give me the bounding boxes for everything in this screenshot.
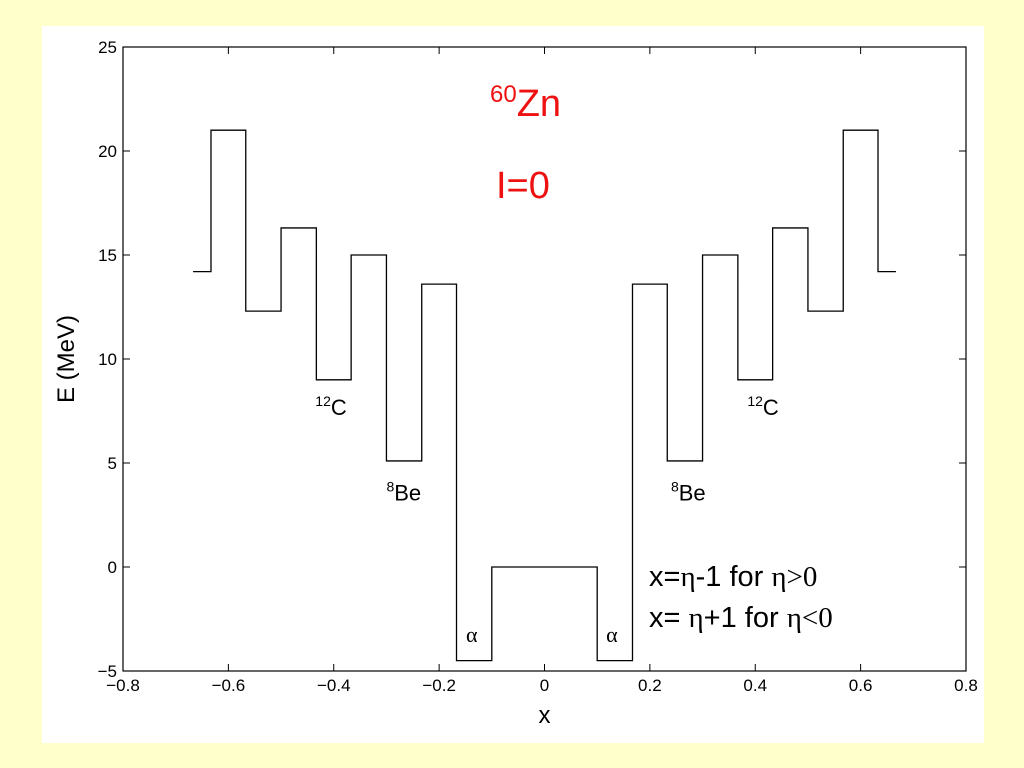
y-tick-label: 5 (108, 454, 117, 473)
note-mid: +1 for (704, 602, 787, 634)
fragment-label: 8Be (671, 478, 706, 505)
y-tick-label: 15 (98, 246, 117, 265)
y-tick-label: 25 (98, 38, 117, 57)
title-mass-number: 60 (490, 81, 517, 108)
energy-step-line (193, 129, 896, 662)
x-tick-label: −0.2 (422, 676, 456, 695)
note-lhs: x= (649, 602, 689, 634)
figure: −0.8 −0.6 −0.4 −0.2 0 0.2 0.4 0.6 0.8 −5 0 5 10 15 20 2… (42, 26, 984, 743)
note-relation: >0 (787, 561, 818, 593)
fragment-label: α (606, 622, 618, 647)
x-tick-label: 0.4 (743, 676, 767, 695)
x-tick-label: 0.2 (638, 676, 662, 695)
eta-symbol: η (771, 561, 786, 593)
y-tick-label: 20 (98, 142, 117, 161)
note-mid: -1 for (696, 561, 772, 593)
eta-symbol: η (787, 602, 802, 634)
x-tick-label: 0.8 (954, 676, 978, 695)
fragment-symbol: C (763, 395, 779, 420)
chart-subtitle: I=0 (496, 165, 550, 207)
eta-symbol: η (680, 561, 695, 593)
fragment-symbol: Be (679, 480, 706, 505)
fragment-label: 8Be (386, 478, 421, 505)
y-tick-label: 10 (98, 350, 117, 369)
fragment-mass-number: 8 (386, 478, 394, 494)
eta-symbol: η (689, 602, 704, 634)
title-element: Zn (517, 83, 561, 125)
x-axis-label: x (539, 702, 551, 729)
x-tick-label: −0.6 (212, 676, 246, 695)
energy-step-chart: −0.8 −0.6 −0.4 −0.2 0 0.2 0.4 0.6 0.8 −5 0 5 10 15 20 2… (53, 38, 978, 729)
definition-note: x=η-1 for η>0 (649, 561, 817, 593)
fragment-mass-number: 12 (315, 393, 331, 409)
fragment-label: 12C (315, 393, 347, 420)
x-tick-label: 0 (540, 676, 549, 695)
chart-title: 60Zn (490, 81, 561, 125)
fragment-mass-number: 8 (671, 478, 679, 494)
fragment-mass-number: 12 (747, 393, 763, 409)
plot-frame (122, 46, 967, 672)
note-lhs: x= (649, 561, 680, 593)
fragment-symbol: Be (394, 480, 421, 505)
x-tick-label: −0.8 (106, 676, 140, 695)
x-tick-label: 0.6 (849, 676, 873, 695)
y-tick-label: −5 (98, 662, 117, 681)
y-tick-label: 0 (108, 558, 117, 577)
definition-note: x= η+1 for η<0 (649, 602, 833, 634)
note-relation: <0 (802, 602, 833, 634)
fragment-symbol: C (331, 395, 347, 420)
y-axis-label: E (MeV) (53, 315, 80, 403)
x-tick-label: −0.4 (317, 676, 351, 695)
fragment-label: α (466, 622, 478, 647)
fragment-label: 12C (747, 393, 779, 420)
